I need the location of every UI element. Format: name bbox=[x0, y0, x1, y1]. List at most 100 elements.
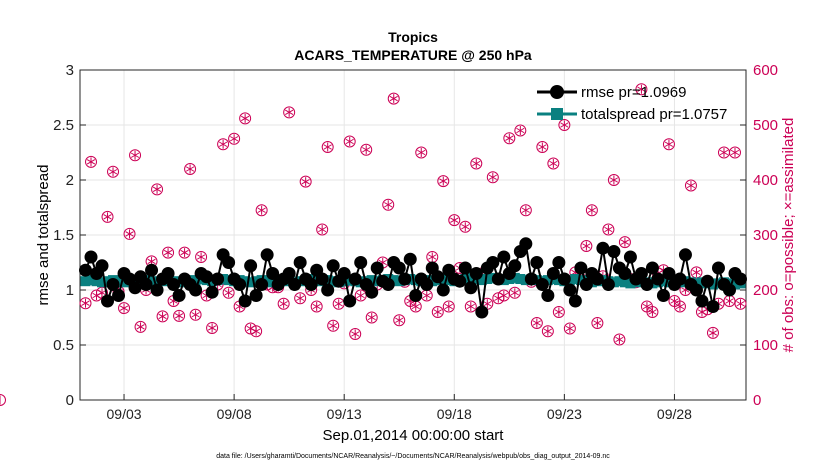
obs-possible-marker bbox=[360, 143, 373, 156]
obs-possible-marker bbox=[459, 220, 472, 233]
x-tick-label: 09/28 bbox=[657, 406, 692, 422]
totalspread-point bbox=[465, 272, 476, 283]
obs-assimilated-marker bbox=[285, 109, 294, 116]
obs-assimilated-marker bbox=[521, 207, 530, 213]
rmse-point bbox=[205, 285, 219, 299]
obs-possible-marker bbox=[321, 141, 334, 153]
obs-count-point bbox=[393, 314, 406, 327]
obs-count-point bbox=[613, 333, 626, 346]
totalspread-point bbox=[542, 275, 553, 286]
obs-assimilated-marker bbox=[664, 141, 674, 147]
rmse-point bbox=[337, 267, 351, 280]
rmse-point bbox=[475, 305, 489, 319]
obs-assimilated-marker bbox=[433, 309, 442, 315]
obs-count-point bbox=[552, 306, 565, 318]
rmse-point bbox=[233, 278, 247, 291]
obs-assimilated-marker bbox=[422, 292, 431, 299]
obs-possible-marker bbox=[162, 246, 175, 259]
obs-assimilated-marker bbox=[279, 301, 288, 307]
rmse-point bbox=[79, 263, 93, 277]
obs-count-point bbox=[184, 163, 197, 175]
obs-possible-marker bbox=[178, 246, 191, 259]
obs-count-point bbox=[547, 157, 560, 170]
obs-count-point bbox=[156, 310, 169, 323]
totalspread-point bbox=[86, 275, 97, 286]
obs-assimilated-marker bbox=[224, 290, 233, 296]
obs-possible-marker bbox=[497, 289, 510, 302]
obs-possible-marker bbox=[508, 286, 521, 299]
rmse-point bbox=[651, 272, 665, 286]
rmse-point bbox=[145, 263, 159, 277]
rmse-point bbox=[563, 283, 577, 297]
rmse-point bbox=[574, 261, 588, 275]
obs-assimilated-marker bbox=[367, 314, 376, 321]
obs-count-point bbox=[134, 320, 147, 333]
y2-tick-label: 0 bbox=[753, 392, 761, 409]
obs-count-point bbox=[662, 138, 675, 151]
obs-possible-marker bbox=[734, 297, 747, 310]
obs-assimilated-marker bbox=[461, 224, 470, 230]
obs-count-point bbox=[690, 266, 703, 279]
obs-count-point bbox=[602, 223, 615, 236]
rmse-point bbox=[348, 272, 362, 286]
totalspread-point bbox=[515, 274, 526, 284]
totalspread-point bbox=[388, 275, 399, 286]
obs-assimilated-marker bbox=[538, 144, 547, 150]
obs-assimilated-marker bbox=[158, 313, 167, 320]
obs-assimilated-marker bbox=[417, 149, 426, 156]
rmse-point bbox=[519, 237, 533, 251]
rmse-point bbox=[293, 256, 307, 269]
obs-assimilated-marker bbox=[444, 303, 453, 310]
rmse-point bbox=[706, 300, 720, 313]
obs-assimilated-marker bbox=[180, 249, 189, 256]
obs-assimilated-marker bbox=[708, 330, 718, 336]
totalspread-point bbox=[91, 276, 102, 287]
obs-assimilated-marker bbox=[593, 320, 602, 326]
obs-assimilated-marker bbox=[510, 290, 519, 296]
x-tick-label: 09/18 bbox=[437, 406, 472, 422]
obs-count-point bbox=[514, 124, 527, 137]
obs-count-point bbox=[299, 175, 312, 188]
rmse-point bbox=[381, 278, 395, 291]
obs-assimilated-marker bbox=[675, 303, 685, 310]
rmse-point bbox=[260, 248, 274, 262]
obs-assimilated-marker bbox=[499, 292, 508, 299]
y-tick-label: 2 bbox=[66, 172, 74, 189]
y2-tick-label: 200 bbox=[753, 282, 778, 299]
rmse-point bbox=[288, 278, 302, 291]
obs-possible-marker bbox=[464, 300, 477, 313]
obs-possible-marker bbox=[602, 223, 615, 236]
y-tick-label: 1 bbox=[66, 282, 74, 299]
y2-axis-label: # of obs: o=possible; ×=assimilated bbox=[780, 118, 797, 353]
obs-count-point bbox=[673, 300, 686, 313]
obs-possible-marker bbox=[591, 317, 604, 329]
obs-possible-marker bbox=[134, 320, 147, 333]
obs-count-point bbox=[426, 251, 439, 263]
obs-assimilated-marker bbox=[86, 159, 96, 165]
x-tick-label: 09/08 bbox=[217, 406, 252, 422]
rmse-point bbox=[101, 294, 115, 308]
obs-assimilated-marker bbox=[130, 152, 140, 158]
obs-possible-marker bbox=[618, 236, 631, 249]
obs-assimilated-marker bbox=[81, 300, 90, 306]
obs-possible-marker bbox=[277, 297, 290, 310]
rmse-point bbox=[150, 283, 164, 297]
obs-count-point bbox=[684, 179, 697, 192]
obs-assimilated-marker bbox=[169, 298, 178, 304]
rmse-point bbox=[579, 278, 593, 291]
obs-count-point bbox=[508, 286, 521, 299]
obs-count-point bbox=[706, 326, 719, 339]
obs-count-point bbox=[486, 171, 499, 184]
totalspread-point bbox=[482, 274, 493, 284]
obs-count-point bbox=[607, 174, 620, 186]
obs-assimilated-marker bbox=[554, 309, 564, 315]
obs-count-point bbox=[222, 286, 235, 299]
obs-count-point bbox=[409, 300, 422, 313]
y-tick-label: 0 bbox=[66, 392, 74, 409]
obs-count-point bbox=[321, 141, 334, 153]
obs-count-point bbox=[228, 132, 241, 145]
obs-count-point bbox=[343, 135, 356, 148]
obs-assimilated-marker bbox=[428, 254, 437, 260]
obs-possible-marker bbox=[327, 319, 340, 332]
obs-count-point bbox=[591, 317, 604, 329]
